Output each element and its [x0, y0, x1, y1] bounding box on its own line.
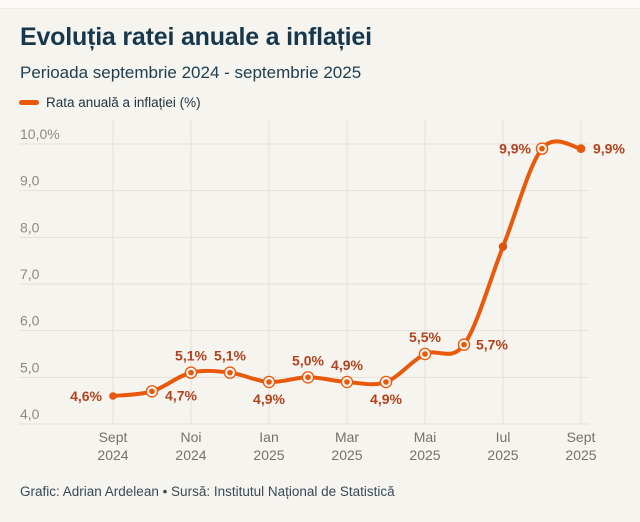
- value-label: 4,7%: [165, 387, 197, 403]
- value-label: 4,9%: [370, 391, 402, 407]
- x-axis-month-label: Sept: [99, 429, 128, 445]
- chart-subtitle: Perioada septembrie 2024 - septembrie 20…: [20, 63, 362, 82]
- data-point-dot: [149, 388, 155, 395]
- x-axis-year-label: 2024: [97, 447, 128, 463]
- value-label: 5,0%: [292, 352, 324, 368]
- x-axis-month-label: Sept: [567, 429, 596, 445]
- data-point-dot: [383, 379, 389, 385]
- value-label: 9,9%: [499, 141, 531, 157]
- value-label: 5,5%: [409, 329, 441, 345]
- x-axis-year-label: 2025: [565, 447, 596, 463]
- x-axis-year-label: 2025: [409, 447, 440, 463]
- data-point-dot: [109, 392, 117, 400]
- data-point-dot: [461, 341, 467, 348]
- data-point-dot: [344, 379, 350, 385]
- legend-label: Rata anuală a inflației (%): [46, 95, 201, 110]
- x-axis-month-label: Iul: [496, 429, 511, 445]
- y-axis-tick-label: 7,0: [20, 266, 40, 282]
- data-point-dot: [188, 369, 194, 376]
- value-label: 5,7%: [476, 337, 508, 353]
- value-label: 5,1%: [214, 348, 246, 364]
- legend-line-swatch: [19, 100, 39, 105]
- x-axis-year-label: 2025: [331, 447, 362, 463]
- y-axis-tick-label: 10,0%: [20, 126, 60, 142]
- data-point-dot: [305, 374, 311, 381]
- data-point-dot: [498, 242, 508, 251]
- y-axis-tick-label: 8,0: [20, 219, 40, 235]
- y-axis-tick-label: 4,0: [20, 406, 40, 422]
- top-divider: [0, 0, 640, 9]
- x-axis-year-label: 2025: [253, 447, 284, 463]
- data-point-dot: [266, 379, 272, 385]
- legend: Rata anuală a inflației (%): [19, 95, 201, 110]
- data-point-dot: [539, 145, 545, 152]
- y-axis-tick-label: 9,0: [20, 173, 40, 189]
- y-axis-tick-label: 5,0: [20, 359, 40, 375]
- data-point-dot: [227, 369, 233, 376]
- y-axis-tick-label: 6,0: [20, 313, 40, 329]
- data-point-dot: [422, 351, 428, 357]
- x-axis-month-label: Mai: [414, 429, 437, 445]
- x-axis-year-label: 2024: [175, 447, 206, 463]
- value-label: 4,9%: [331, 357, 363, 373]
- x-axis-year-label: 2025: [487, 447, 518, 463]
- value-label: 9,9%: [593, 141, 625, 157]
- value-label: 4,9%: [253, 391, 285, 407]
- credit-line: Grafic: Adrian Ardelean • Sursă: Institu…: [20, 484, 395, 499]
- x-axis-month-label: Ian: [259, 429, 278, 445]
- data-point-dot: [576, 144, 586, 154]
- page-title: Evoluția ratei anuale a inflației: [20, 23, 372, 51]
- value-label: 4,6%: [70, 388, 102, 404]
- x-axis-month-label: Mar: [335, 429, 359, 445]
- value-label: 5,1%: [175, 348, 207, 364]
- x-axis-month-label: Noi: [180, 429, 201, 445]
